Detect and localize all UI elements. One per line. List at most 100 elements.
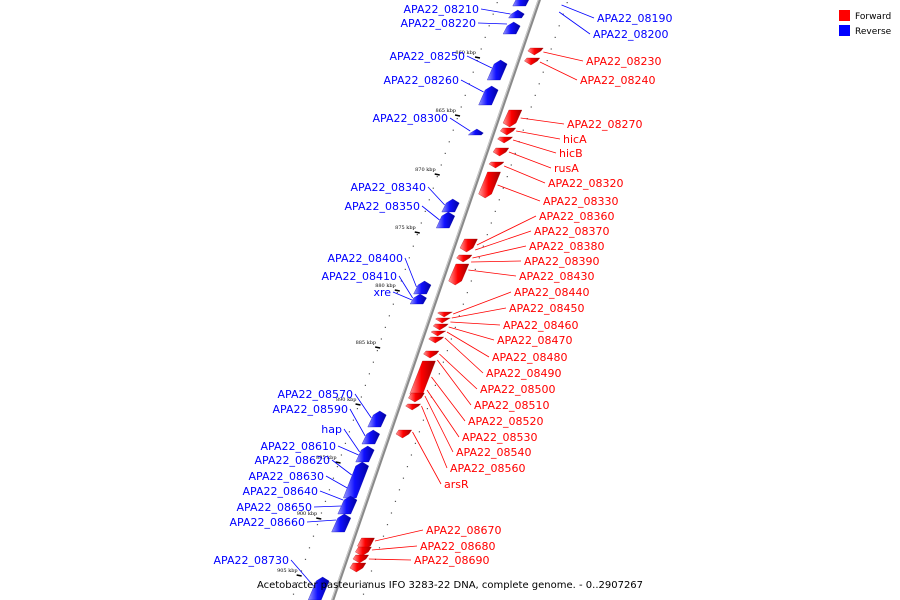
gene-label-apa22-08670: APA22_08670: [426, 524, 501, 537]
label-leader-line: [325, 475, 348, 489]
reverse-gene-feature: [508, 9, 525, 19]
minor-tick: [484, 36, 486, 38]
tick-mark: [394, 289, 400, 292]
gene-label-apa22-08270: APA22_08270: [567, 118, 642, 131]
gene-label-apa22-08690: APA22_08690: [414, 554, 489, 567]
gene-label-rusa: rusA: [554, 162, 579, 175]
minor-tick: [538, 83, 540, 85]
minor-tick: [522, 129, 524, 131]
minor-tick: [382, 535, 385, 537]
label-leader-line: [477, 22, 508, 25]
minor-tick: [530, 106, 532, 108]
minor-tick: [292, 593, 295, 595]
genome-backbone: [331, 0, 541, 600]
minor-tick: [404, 268, 406, 270]
gene-label-apa22-08460: APA22_08460: [503, 319, 578, 332]
minor-tick: [562, 13, 564, 15]
forward-gene-feature: [456, 254, 473, 263]
reverse-gene-feature: [512, 0, 529, 7]
label-leader-line: [543, 51, 584, 62]
label-leader-line: [424, 395, 454, 453]
minor-tick: [366, 582, 369, 584]
tick-label: 905 kbp: [277, 568, 298, 574]
minor-tick: [408, 257, 410, 259]
label-leaders: [290, 4, 595, 587]
minor-tick: [434, 384, 436, 386]
scale-ticks: 860 kbp 865 kbp 870 kbp 875 kbp 880 kbp 885 k…: [277, 2, 568, 595]
minor-tick: [336, 466, 339, 468]
gene-label-apa22-08650: APA22_08650: [237, 501, 312, 514]
reverse-gene-feature: [487, 59, 508, 81]
label-leader-line: [368, 558, 412, 561]
label-leader-line: [450, 321, 501, 326]
genome-caption: Acetobacter pasteurianus IFO 3283-22 DNA…: [257, 580, 643, 591]
gene-label-apa22-08390: APA22_08390: [524, 255, 599, 268]
minor-tick: [402, 477, 405, 479]
gene-label-apa22-08220: APA22_08220: [401, 17, 476, 30]
tick-label: 885 kbp: [356, 340, 377, 346]
minor-tick: [488, 25, 490, 27]
minor-tick: [478, 257, 480, 259]
minor-tick: [344, 442, 347, 444]
tick-mark: [474, 56, 481, 59]
minor-tick: [566, 2, 568, 4]
gene-label-apa22-08230: APA22_08230: [586, 55, 661, 68]
gene-label-apa22-08340: APA22_08340: [351, 181, 426, 194]
minor-tick: [554, 36, 556, 38]
minor-tick: [368, 373, 370, 375]
minor-tick: [466, 292, 468, 294]
reverse-gene-feature: [441, 198, 460, 213]
minor-tick: [458, 315, 460, 317]
label-leader-line: [437, 359, 472, 406]
minor-tick: [332, 477, 335, 479]
minor-tick: [348, 431, 351, 433]
minor-tick: [328, 489, 331, 491]
label-leader-line: [319, 490, 344, 501]
gene-label-hicb: hicB: [559, 147, 583, 160]
reverse-gene-feature: [413, 280, 432, 295]
minor-tick: [496, 2, 498, 4]
gene-label-apa22-08400: APA22_08400: [328, 252, 403, 265]
tick-mark: [414, 231, 420, 234]
minor-tick: [380, 338, 382, 340]
forward-gene-feature: [435, 317, 451, 324]
minor-tick: [480, 48, 482, 50]
label-leader-line: [480, 8, 511, 15]
forward-gene-feature: [352, 554, 369, 564]
gene-label-apa22-08240: APA22_08240: [580, 74, 655, 87]
label-leader-line: [468, 269, 517, 277]
label-leader-line: [444, 337, 484, 374]
tick-mark: [374, 346, 381, 349]
forward-gene-feature: [488, 161, 505, 169]
label-leader-line: [453, 291, 512, 315]
minor-tick: [400, 280, 402, 282]
genome-backbone-highlight: [331, 0, 539, 600]
minor-tick: [464, 94, 466, 96]
forward-gene-feature: [355, 546, 372, 557]
minor-tick: [324, 500, 327, 502]
minor-tick: [492, 13, 494, 15]
gene-label-apa22-08250: APA22_08250: [390, 50, 465, 63]
label-leader-line: [337, 445, 359, 456]
label-leader-line: [374, 529, 424, 542]
forward-gene-feature: [459, 238, 478, 253]
gene-label-apa22-08360: APA22_08360: [539, 210, 614, 223]
reverse-gene-feature: [331, 513, 351, 533]
forward-gene-feature: [448, 263, 470, 286]
label-leader-line: [448, 326, 495, 341]
gene-label-apa22-08510: APA22_08510: [474, 399, 549, 412]
minor-tick: [412, 245, 414, 247]
gene-label-apa22-08370: APA22_08370: [534, 225, 609, 238]
gene-label-apa22-08300: APA22_08300: [373, 112, 448, 125]
gene-label-apa22-08200: APA22_08200: [593, 28, 668, 41]
minor-tick: [498, 199, 500, 201]
minor-tick: [448, 141, 450, 143]
minor-tick: [372, 361, 374, 363]
gene-label-apa22-08610: APA22_08610: [261, 440, 336, 453]
reverse-gene-feature: [467, 128, 484, 136]
forward-gene-feature: [428, 336, 445, 344]
label-leader-line: [392, 291, 413, 301]
minor-tick: [394, 500, 397, 502]
minor-tick: [308, 547, 311, 549]
forward-gene-feature: [405, 403, 422, 411]
